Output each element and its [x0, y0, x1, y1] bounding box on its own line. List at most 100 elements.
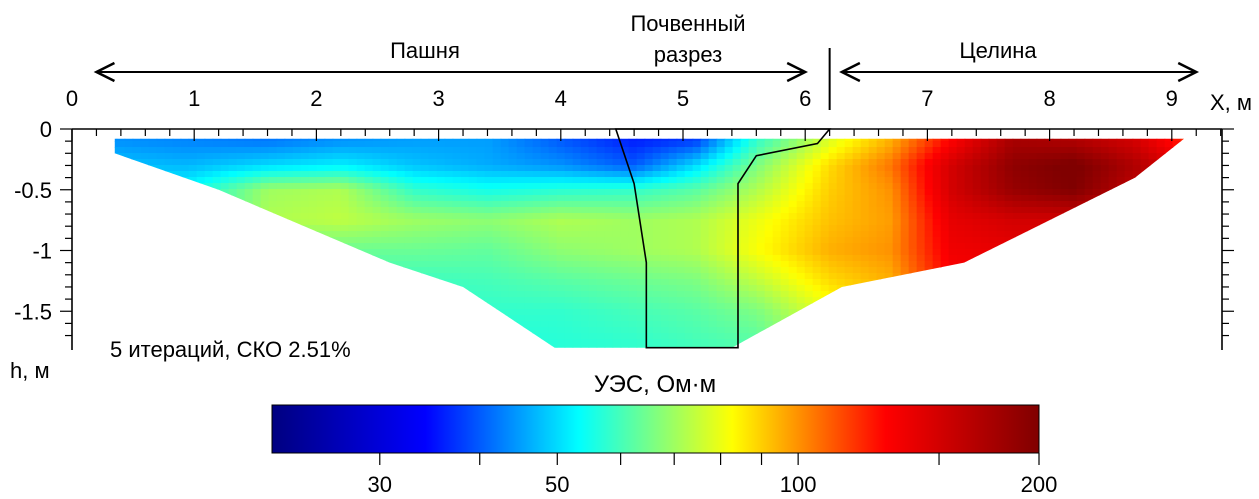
heatmap-cell — [556, 195, 566, 202]
heatmap-cell — [796, 273, 806, 280]
heatmap-cell — [444, 147, 454, 154]
heatmap-cell — [180, 231, 190, 238]
heatmap-cell — [468, 255, 478, 262]
heatmap-cell — [1140, 279, 1150, 286]
heatmap-cell — [796, 255, 806, 262]
heatmap-cell — [388, 273, 398, 280]
heatmap-cell — [892, 153, 902, 160]
heatmap-cell — [132, 165, 142, 172]
heatmap-cell — [316, 159, 326, 166]
heatmap-cell — [548, 147, 558, 154]
heatmap-cell — [1140, 339, 1150, 346]
heatmap-cell — [196, 309, 206, 316]
heatmap-cell — [1156, 189, 1166, 196]
heatmap-cell — [956, 327, 966, 334]
heatmap-cell — [372, 207, 382, 214]
heatmap-cell — [860, 303, 870, 310]
heatmap-cell — [732, 237, 742, 244]
heatmap-cell — [148, 183, 158, 190]
heatmap-cell — [140, 171, 150, 178]
heatmap-cell — [492, 177, 502, 184]
heatmap-cell — [764, 207, 774, 214]
heatmap-cell — [308, 195, 318, 202]
heatmap-cell — [332, 273, 342, 280]
heatmap-cell — [196, 201, 206, 208]
heatmap-cell — [228, 285, 238, 292]
heatmap-cell — [1004, 327, 1014, 334]
heatmap-cell — [892, 279, 902, 286]
heatmap-cell — [748, 153, 758, 160]
heatmap-cell — [308, 165, 318, 172]
heatmap-cell — [708, 279, 718, 286]
heatmap-cell — [1036, 165, 1046, 172]
heatmap-cell — [940, 165, 950, 172]
heatmap-cell — [476, 315, 486, 322]
heatmap-cell — [924, 267, 934, 274]
heatmap-cell — [476, 207, 486, 214]
heatmap-cell — [532, 285, 542, 292]
heatmap-cell — [564, 177, 574, 184]
heatmap-cell — [1149, 129, 1158, 136]
heatmap-cell — [188, 219, 198, 226]
heatmap-cell — [517, 129, 526, 136]
heatmap-cell — [485, 129, 494, 136]
heatmap-cell — [516, 237, 526, 244]
heatmap-cell — [236, 231, 246, 238]
heatmap-cell — [1108, 327, 1118, 334]
heatmap-cell — [972, 213, 982, 220]
heatmap-cell — [1124, 285, 1134, 292]
heatmap-cell — [372, 189, 382, 196]
heatmap-cell — [948, 249, 958, 256]
heatmap-cell — [628, 321, 638, 328]
heatmap-cell — [460, 159, 470, 166]
heatmap-cell — [588, 297, 598, 304]
heatmap-cell — [548, 327, 558, 334]
heatmap-cell — [988, 333, 998, 340]
heatmap-cell — [1172, 291, 1182, 298]
heatmap-cell — [996, 309, 1006, 316]
heatmap-cell — [572, 231, 582, 238]
heatmap-cell — [844, 291, 854, 298]
heatmap-cell — [468, 207, 478, 214]
heatmap-cell — [732, 225, 742, 232]
heatmap-cell — [876, 273, 886, 280]
heatmap-cell — [140, 249, 150, 256]
heatmap-cell — [628, 138, 638, 142]
heatmap-cell — [140, 297, 150, 304]
heatmap-cell — [276, 309, 286, 316]
heatmap-cell — [404, 309, 414, 316]
heatmap-cell — [684, 147, 694, 154]
heatmap-cell — [1180, 249, 1185, 256]
heatmap-cell — [500, 333, 510, 340]
heatmap-cell — [1100, 267, 1110, 274]
heatmap-cell — [1148, 297, 1158, 304]
heatmap-cell — [292, 249, 302, 256]
heatmap-cell — [812, 153, 822, 160]
heatmap-cell — [500, 177, 510, 184]
heatmap-cell — [428, 159, 438, 166]
heatmap-cell — [364, 207, 374, 214]
heatmap-cell — [292, 171, 302, 178]
heatmap-cell — [988, 195, 998, 202]
heatmap-cell — [252, 201, 262, 208]
heatmap-cell — [980, 201, 990, 208]
heatmap-cell — [380, 255, 390, 262]
heatmap-cell — [668, 303, 678, 310]
heatmap-cell — [1189, 315, 1198, 322]
heatmap-cell — [844, 243, 854, 250]
heatmap-cell — [860, 177, 870, 184]
heatmap-cell — [140, 165, 150, 172]
heatmap-cell — [164, 219, 174, 226]
heatmap-cell — [348, 219, 358, 226]
heatmap-cell — [1004, 201, 1014, 208]
heatmap-cell — [748, 303, 758, 310]
heatmap-cell — [132, 261, 142, 268]
heatmap-cell — [908, 219, 918, 226]
heatmap-cell — [876, 165, 886, 172]
heatmap-cell — [908, 249, 918, 256]
heatmap-cell — [684, 285, 694, 292]
heatmap-cell — [1156, 147, 1166, 154]
heatmap-cell — [236, 147, 246, 154]
heatmap-cell — [900, 207, 910, 214]
heatmap-cell — [116, 309, 126, 316]
